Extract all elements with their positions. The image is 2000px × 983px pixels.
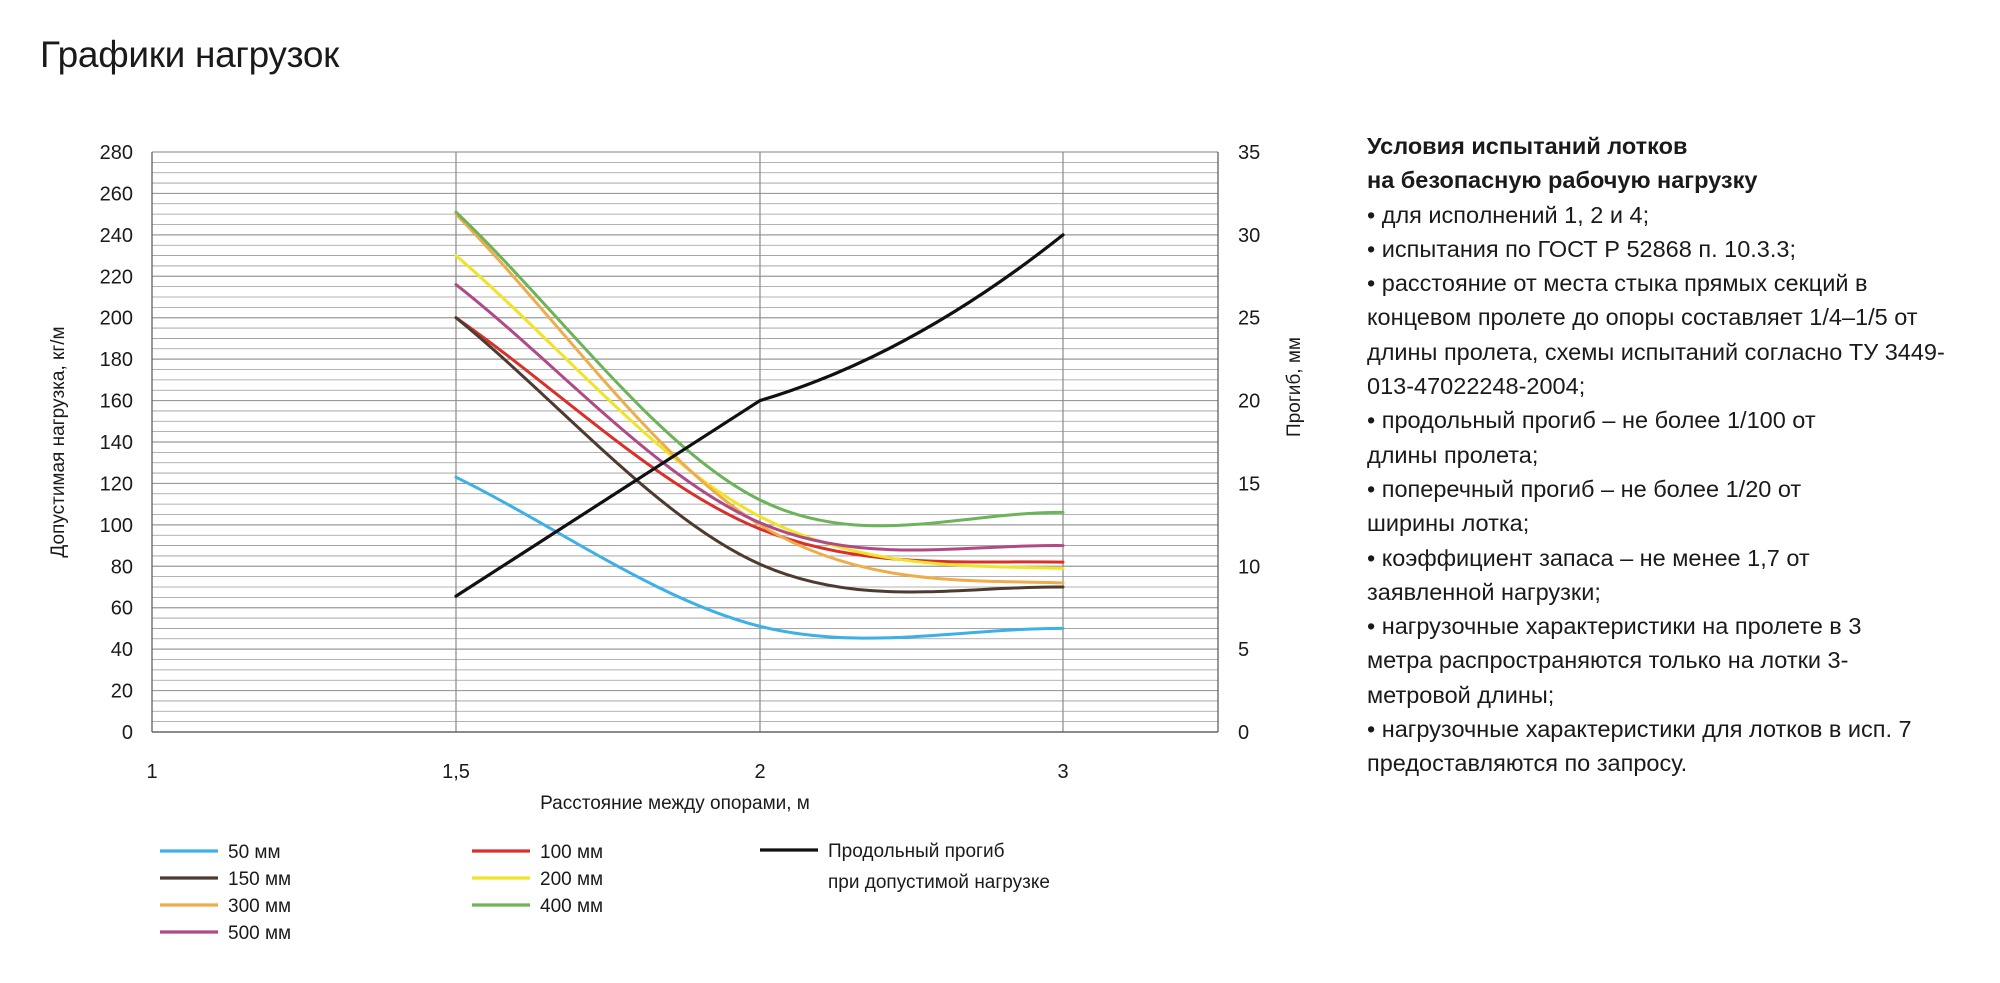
legend-label: 100 мм bbox=[540, 842, 603, 863]
notes-item: • продольный прогиб – не более 1/100 от … bbox=[1367, 407, 1816, 468]
y-tick-label: 140 bbox=[100, 432, 133, 454]
page-title: Графики нагрузок bbox=[40, 34, 340, 75]
data-point bbox=[455, 476, 457, 478]
legend-label: Продольный прогиб bbox=[828, 841, 1005, 862]
data-point bbox=[455, 595, 457, 597]
y-tick-label: 0 bbox=[122, 722, 133, 744]
legend-label: 200 мм bbox=[540, 869, 603, 890]
data-point bbox=[1062, 586, 1064, 588]
load-chart: 0204060801001201401601802002202402602800… bbox=[48, 142, 1305, 944]
y-tick-label: 280 bbox=[100, 142, 133, 164]
y-tick-label: 200 bbox=[100, 308, 133, 330]
data-point bbox=[759, 522, 761, 524]
y2-tick-label: 5 bbox=[1238, 639, 1249, 661]
data-point bbox=[455, 317, 457, 319]
x-tick-label: 1,5 bbox=[442, 761, 470, 783]
legend-label: 500 мм bbox=[228, 923, 291, 944]
data-point bbox=[759, 524, 761, 526]
y-tick-label: 260 bbox=[100, 183, 133, 205]
data-point bbox=[759, 625, 761, 627]
notes-item: • нагрузочные характеристики на пролете … bbox=[1367, 613, 1862, 708]
data-point bbox=[1062, 545, 1064, 547]
notes-item: • испытания по ГОСТ Р 52868 п. 10.3.3; bbox=[1367, 235, 1796, 262]
y2-tick-label: 20 bbox=[1238, 391, 1260, 413]
series-line bbox=[454, 233, 1065, 598]
y-tick-label: 20 bbox=[111, 681, 133, 703]
notes-item: • поперечный прогиб – не более 1/20 от ш… bbox=[1367, 475, 1802, 537]
x-axis-title: Расстояние между опорами, м bbox=[540, 793, 810, 814]
x-tick-label: 2 bbox=[754, 761, 765, 783]
notes-heading-line-2: на безопасную рабочую нагрузку bbox=[1367, 167, 1758, 194]
x-tick-label: 3 bbox=[1057, 761, 1068, 783]
y2-tick-label: 10 bbox=[1238, 556, 1260, 578]
notes-item: • расстояние от места стыка прямых секци… bbox=[1367, 270, 1945, 400]
y-tick-label: 80 bbox=[111, 556, 133, 578]
y-tick-label: 120 bbox=[100, 473, 133, 495]
data-point bbox=[759, 400, 761, 402]
legend-label: при допустимой нагрузке bbox=[828, 872, 1050, 893]
notes-list: • для исполнений 1, 2 и 4; • испытания п… bbox=[1367, 198, 1987, 781]
y-tick-label: 40 bbox=[111, 639, 133, 661]
y2-tick-label: 30 bbox=[1238, 225, 1260, 247]
data-point bbox=[1062, 561, 1064, 563]
data-point bbox=[455, 284, 457, 286]
test-conditions-notes: Условия испытаний лотков на безопасную р… bbox=[1367, 129, 1987, 781]
y2-tick-label: 15 bbox=[1238, 473, 1260, 495]
y-tick-label: 220 bbox=[100, 266, 133, 288]
data-point bbox=[1062, 627, 1064, 629]
data-point bbox=[1062, 582, 1064, 584]
x-tick-label: 1 bbox=[146, 761, 157, 783]
data-point bbox=[759, 499, 761, 501]
data-point bbox=[1062, 511, 1064, 513]
legend-label: 50 мм bbox=[228, 842, 281, 863]
y-tick-label: 160 bbox=[100, 391, 133, 413]
notes-item: • коэффициент запаса – не менее 1,7 от з… bbox=[1367, 544, 1810, 605]
y-tick-label: 240 bbox=[100, 225, 133, 247]
y2-tick-label: 25 bbox=[1238, 308, 1260, 330]
series-line bbox=[454, 210, 1065, 528]
data-point bbox=[759, 563, 761, 565]
y-tick-label: 60 bbox=[111, 598, 133, 620]
data-point bbox=[759, 528, 761, 530]
notes-heading-line-1: Условия испытаний лотков bbox=[1367, 133, 1688, 159]
data-point bbox=[759, 516, 761, 518]
notes-heading: Условия испытаний лотков на безопасную р… bbox=[1367, 129, 1987, 198]
y2-axis-title: Прогиб, мм bbox=[1284, 337, 1305, 437]
y-axis-title: Допустимая нагрузка, кг/м bbox=[48, 326, 69, 557]
notes-item: • нагрузочные характеристики для лотков … bbox=[1367, 716, 1912, 777]
data-point bbox=[1062, 567, 1064, 569]
y-tick-label: 180 bbox=[100, 349, 133, 371]
data-point bbox=[455, 255, 457, 257]
y2-tick-label: 0 bbox=[1238, 722, 1249, 744]
y2-tick-label: 35 bbox=[1238, 142, 1260, 164]
legend-label: 400 мм bbox=[540, 896, 603, 917]
data-point bbox=[1062, 234, 1064, 236]
data-point bbox=[455, 211, 457, 213]
legend-label: 150 мм bbox=[228, 869, 291, 890]
series-line bbox=[454, 254, 1065, 570]
y-tick-label: 100 bbox=[100, 515, 133, 537]
notes-item: • для исполнений 1, 2 и 4; bbox=[1367, 201, 1650, 228]
legend-label: 300 мм bbox=[228, 896, 291, 917]
